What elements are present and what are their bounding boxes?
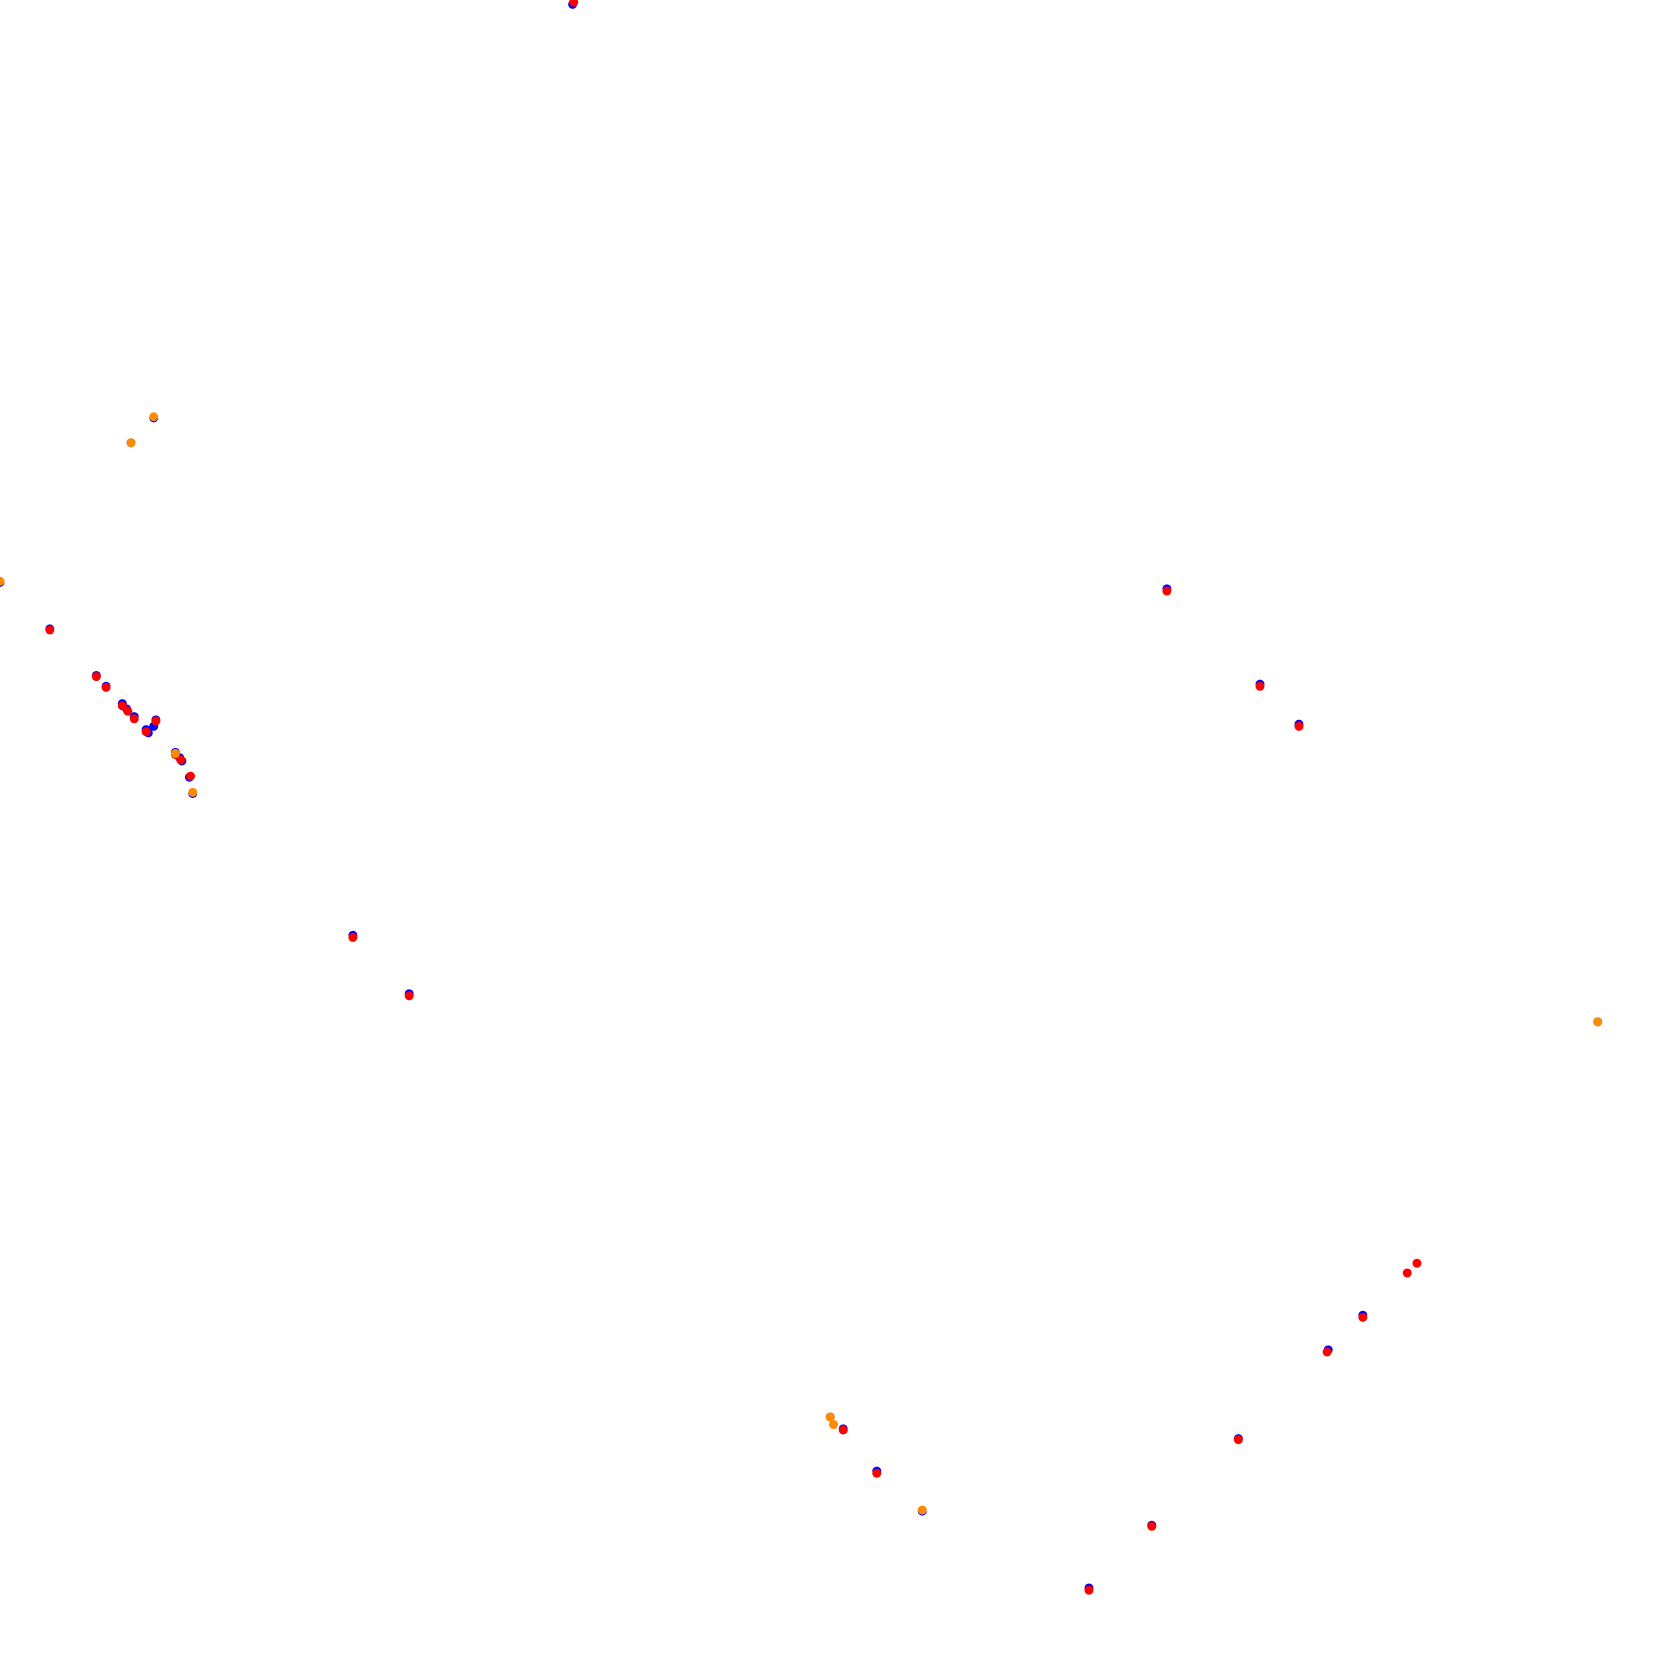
point <box>1593 1017 1603 1027</box>
point <box>151 716 161 726</box>
point <box>170 748 180 758</box>
point <box>186 771 196 781</box>
point <box>188 787 198 797</box>
point <box>825 1412 835 1422</box>
point <box>1147 1521 1157 1531</box>
point <box>348 932 358 942</box>
point <box>872 1468 882 1478</box>
point <box>1402 1268 1412 1278</box>
point <box>0 576 5 586</box>
point <box>91 672 101 682</box>
point <box>1358 1312 1368 1322</box>
point <box>101 682 111 692</box>
point <box>404 991 414 1001</box>
point <box>45 625 55 635</box>
point <box>1084 1585 1094 1595</box>
point <box>917 1505 927 1515</box>
point <box>126 438 136 448</box>
point <box>1322 1347 1332 1357</box>
point <box>1233 1435 1243 1445</box>
point <box>129 714 139 724</box>
point <box>1255 681 1265 691</box>
point <box>141 727 151 737</box>
point <box>176 755 186 765</box>
point <box>1294 721 1304 731</box>
point <box>838 1425 848 1435</box>
point <box>829 1420 839 1430</box>
point <box>1412 1258 1422 1268</box>
point <box>569 0 579 7</box>
point <box>123 706 133 716</box>
point <box>149 412 159 422</box>
point <box>1162 586 1172 596</box>
